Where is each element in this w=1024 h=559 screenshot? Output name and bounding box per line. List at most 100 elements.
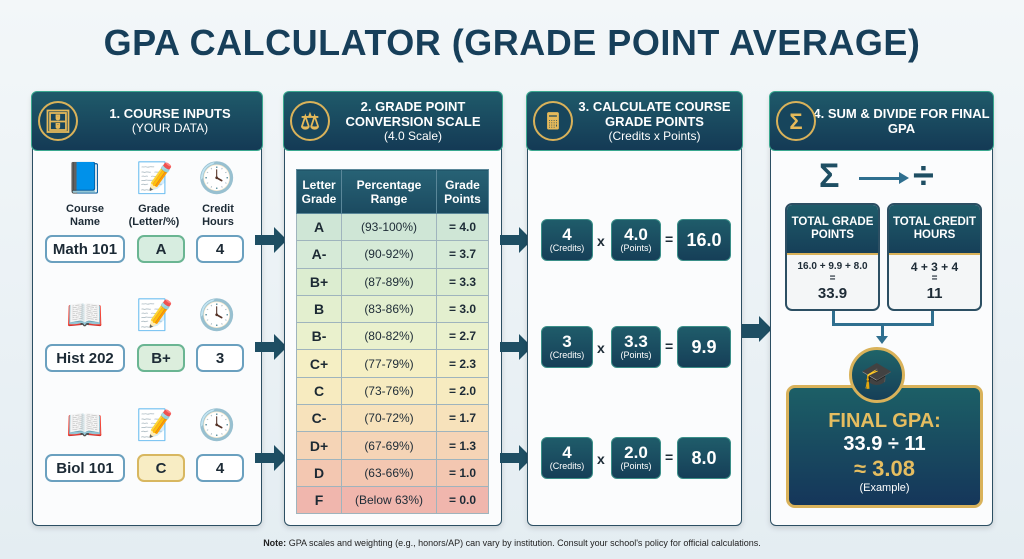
sigma-icon: Σ — [819, 157, 840, 195]
credits-value: 3 — [562, 332, 572, 351]
letter-grade: B- — [296, 322, 342, 351]
clock-icon: 🕓 — [198, 162, 236, 195]
panel-calculate-points: 🖩 3. CALCULATE COURSE GRADE POINTS (Cred… — [526, 91, 743, 526]
example-note: (Example) — [859, 482, 910, 494]
arrow-right-icon — [859, 177, 901, 180]
sum-result: 11 — [926, 285, 943, 302]
points-caption: (Points) — [620, 350, 652, 360]
equals-sign: = — [665, 231, 674, 247]
sum-result: 33.9 — [817, 285, 848, 302]
percentage-range: (80-82%) — [341, 322, 437, 351]
times-sign: x — [597, 233, 605, 249]
panel-header: 🗄 1. COURSE INPUTS (YOUR DATA) — [31, 91, 263, 151]
document-pencil-icon: 📝 — [136, 409, 174, 442]
points-box: 2.0 (Points) — [611, 437, 661, 479]
book-icon: 📘 — [66, 162, 104, 195]
arrow-right-icon — [742, 316, 772, 342]
credits-caption: (Credits) — [549, 350, 585, 360]
box-label: TOTAL GRADE POINTS — [787, 205, 878, 255]
percentage-range: (73-76%) — [341, 376, 437, 406]
grade-row: B- (80-82%) = 2.7 — [296, 322, 489, 351]
percentage-range: (93-100%) — [341, 212, 437, 242]
equals: = — [829, 273, 836, 284]
grade-row: D+ (67-69%) = 1.3 — [296, 431, 489, 460]
arrow-down-icon — [876, 336, 888, 344]
equals-sign: = — [665, 338, 674, 354]
credits-box: 4 (Credits) — [541, 219, 593, 261]
points-value: 2.0 — [624, 443, 648, 462]
credit-hours-input[interactable]: 4 — [196, 454, 244, 482]
panel-title: 2. GRADE POINT CONVERSION SCALE — [345, 98, 481, 129]
document-pencil-icon: 📝 — [136, 299, 174, 332]
letter-grade: A- — [296, 240, 342, 269]
panel-subtitle: (YOUR DATA) — [131, 121, 209, 135]
graduation-cap-icon: 🎓 — [849, 347, 905, 403]
letter-grade: F — [296, 485, 342, 515]
total-grade-points-box: TOTAL GRADE POINTS 16.0 + 9.9 + 8.0 = 33.9 — [785, 203, 880, 311]
arrow-right-icon — [255, 227, 287, 253]
panel-header: 🖩 3. CALCULATE COURSE GRADE POINTS (Cred… — [526, 91, 743, 151]
letter-grade: D+ — [296, 431, 342, 460]
credit-hours-input[interactable]: 3 — [196, 344, 244, 372]
grade-points: = 1.3 — [436, 431, 489, 460]
points-caption: (Points) — [620, 461, 652, 471]
grade-points: = 0.0 — [436, 485, 489, 515]
final-gpa-value: ≈ 3.08 — [853, 456, 915, 481]
course-name-input[interactable]: Biol 101 — [45, 454, 125, 482]
column-header: Letter Grade — [296, 169, 342, 214]
open-book-icon: 📖 — [66, 299, 104, 332]
credits-box: 3 (Credits) — [541, 326, 593, 368]
grade-row: A- (90-92%) = 3.7 — [296, 240, 489, 269]
connector-lines — [832, 311, 934, 326]
document-pencil-icon: 📝 — [136, 162, 174, 195]
grade-row: D (63-66%) = 1.0 — [296, 458, 489, 487]
letter-grade: B — [296, 294, 342, 324]
grade-points: = 1.7 — [436, 404, 489, 433]
points-value: 3.3 — [624, 332, 648, 351]
footnote-label: Note: — [263, 538, 287, 548]
grade-row: B+ (87-89%) = 3.3 — [296, 267, 489, 296]
points-caption: (Points) — [620, 243, 652, 253]
course-name-input[interactable]: Hist 202 — [45, 344, 125, 372]
grade-scale-table: Letter Grade Percentage Range Grade Poin… — [296, 169, 489, 515]
grade-row: C- (70-72%) = 1.7 — [296, 404, 489, 433]
credits-caption: (Credits) — [549, 243, 585, 253]
footnote: Note: GPA scales and weighting (e.g., ho… — [0, 538, 1024, 548]
connector — [881, 326, 884, 338]
panel-title: 4. SUM & DIVIDE FOR FINAL GPA — [813, 106, 990, 136]
credits-value: 4 — [562, 225, 572, 244]
grade-input[interactable]: C — [137, 454, 185, 482]
grade-input[interactable]: A — [137, 235, 185, 263]
percentage-range: (67-69%) — [341, 431, 437, 460]
grade-input[interactable]: B+ — [137, 344, 185, 372]
credits-caption: (Credits) — [549, 461, 585, 471]
grade-points: = 1.0 — [436, 458, 489, 487]
percentage-range: (Below 63%) — [341, 485, 437, 515]
times-sign: x — [597, 451, 605, 467]
course-name-label: Course Name — [66, 203, 104, 228]
letter-grade: C- — [296, 404, 342, 433]
arrow-right-icon — [500, 445, 532, 471]
course-name-input[interactable]: Math 101 — [45, 235, 125, 263]
open-book-icon: 📖 — [66, 409, 104, 442]
sum-expression: 4 + 3 + 4 — [910, 260, 959, 274]
times-sign: x — [597, 340, 605, 356]
sigma-icon: Σ — [776, 101, 816, 141]
grade-points: = 3.7 — [436, 240, 489, 269]
divide-icon: ÷ — [913, 155, 934, 197]
result-box: 16.0 — [677, 219, 731, 261]
credit-hours-input[interactable]: 4 — [196, 235, 244, 263]
panel-course-inputs: 🗄 1. COURSE INPUTS (YOUR DATA) 📘 📝 🕓 Cou… — [31, 91, 263, 526]
grade-points: = 3.0 — [436, 294, 489, 324]
arrow-head — [899, 172, 909, 184]
equals-sign: = — [665, 449, 674, 465]
percentage-range: (77-79%) — [341, 349, 437, 378]
percentage-range: (70-72%) — [341, 404, 437, 433]
final-gpa-label: FINAL GPA: — [828, 410, 941, 432]
page-title: GPA CALCULATOR (GRADE POINT AVERAGE) — [103, 22, 921, 63]
arrow-right-icon — [500, 334, 532, 360]
panel-title: 1. COURSE INPUTS — [109, 106, 231, 121]
percentage-range: (63-66%) — [341, 458, 437, 487]
result-box: 8.0 — [677, 437, 731, 479]
grade-row: B (83-86%) = 3.0 — [296, 294, 489, 324]
